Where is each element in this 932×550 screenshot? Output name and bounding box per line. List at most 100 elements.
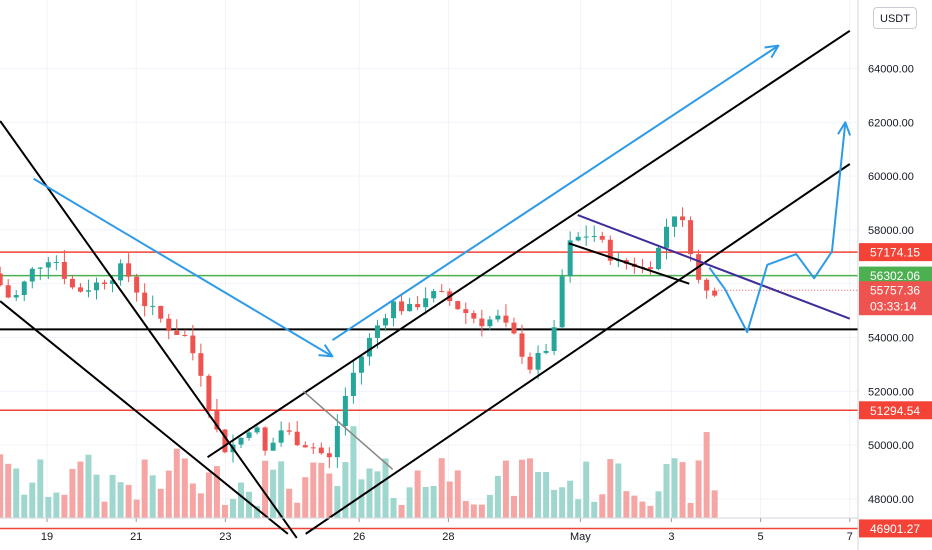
candle-body xyxy=(326,453,332,458)
trend-lines[interactable] xyxy=(0,30,851,539)
volume-bar xyxy=(478,504,485,518)
navy-trend-line[interactable] xyxy=(577,214,851,320)
candle-body xyxy=(680,216,686,221)
candle-body xyxy=(94,282,100,291)
price-tick-label: 64000.00 xyxy=(868,64,914,76)
projection-arrows[interactable] xyxy=(33,44,852,358)
volume-bar xyxy=(133,499,140,518)
candle-body xyxy=(318,447,324,454)
trend-line[interactable] xyxy=(302,390,394,470)
volume-bar xyxy=(430,485,437,518)
candle-body xyxy=(519,333,525,357)
volume-bar xyxy=(502,460,509,518)
arrow-head xyxy=(764,44,780,59)
trend-line[interactable] xyxy=(207,30,851,459)
time-tick-label: 5 xyxy=(758,531,764,543)
projection-arrow-line[interactable] xyxy=(708,122,847,334)
candle-body xyxy=(399,301,405,312)
trend-line[interactable] xyxy=(305,163,851,535)
candle-body xyxy=(471,313,477,319)
volume-bar xyxy=(318,462,325,518)
volume-bar xyxy=(109,474,116,518)
volume-bar xyxy=(238,482,245,518)
volume-bar xyxy=(61,494,68,518)
volume-bar xyxy=(262,460,269,518)
price-tick-label: 62000.00 xyxy=(868,117,914,129)
volume-bar xyxy=(446,481,453,518)
volume-bar xyxy=(278,461,285,518)
arrow-head xyxy=(318,344,334,358)
volume-bar xyxy=(246,491,253,518)
projection-arrow-line[interactable] xyxy=(33,177,333,358)
price-tick-label: 50000.00 xyxy=(868,440,914,452)
trend-line[interactable] xyxy=(568,242,690,285)
current-price-tag xyxy=(859,281,932,316)
projection-arrow-line[interactable] xyxy=(331,44,779,342)
volume-bar xyxy=(703,432,710,518)
volume-bar xyxy=(286,488,293,518)
volume-bar xyxy=(647,505,654,518)
candle-body xyxy=(423,298,429,308)
time-tick-label: 28 xyxy=(442,531,454,543)
price-tag-label: 56302.06 xyxy=(870,269,920,283)
volume-bar xyxy=(189,483,196,518)
volume-bar xyxy=(310,462,317,518)
volume-bar xyxy=(687,502,694,518)
volume-bar xyxy=(591,501,598,518)
price-tag-label: 57174.15 xyxy=(870,246,920,260)
candle-body xyxy=(583,236,589,238)
volume-bar xyxy=(551,489,558,518)
volume-bar xyxy=(671,458,678,518)
candle-body xyxy=(5,285,11,298)
price-tag-label: 46901.27 xyxy=(870,522,920,536)
volume-bar xyxy=(567,480,574,518)
volume-bar xyxy=(294,502,301,518)
candle-body xyxy=(158,305,164,319)
volume-bar xyxy=(334,486,341,518)
candle-body xyxy=(535,352,541,370)
candle-body xyxy=(302,445,308,448)
time-axis[interactable]: 19 21 23 26 28 May 3 5 7 xyxy=(0,517,858,543)
candle-body xyxy=(118,263,124,281)
volume-bar xyxy=(101,501,108,518)
volume-bar xyxy=(663,464,670,518)
volume-bar xyxy=(93,474,100,518)
candle-body xyxy=(479,318,485,327)
volume-bar xyxy=(270,469,277,518)
trend-line[interactable] xyxy=(0,300,289,535)
candle-body xyxy=(688,220,694,255)
candle-body xyxy=(455,301,461,310)
volume-bar xyxy=(711,490,718,518)
volume-bar xyxy=(13,468,20,518)
volume-bar xyxy=(53,492,60,518)
volume-bar xyxy=(454,470,461,518)
candle-body xyxy=(663,226,669,248)
volume-bar xyxy=(205,472,212,518)
candle-body xyxy=(567,240,573,277)
volume-bar xyxy=(470,504,477,518)
volume-bar xyxy=(213,466,220,518)
volume-bar xyxy=(615,463,622,518)
candle-body xyxy=(254,427,260,433)
candle-body xyxy=(142,292,148,307)
candle-body xyxy=(37,267,43,269)
candle-body xyxy=(366,337,372,357)
volume-bar xyxy=(695,460,702,518)
price-tag xyxy=(859,243,932,262)
price-tag xyxy=(859,401,932,420)
volume-bar xyxy=(390,497,397,518)
volume-bar xyxy=(302,477,309,518)
candle-body xyxy=(45,262,51,268)
candle-body xyxy=(407,304,413,312)
currency-button[interactable]: USDT xyxy=(873,7,917,29)
volume-bar xyxy=(125,484,132,518)
trend-line[interactable] xyxy=(0,120,298,539)
candle-body xyxy=(182,334,188,336)
volume-bar xyxy=(679,462,686,518)
candle-body xyxy=(29,268,35,282)
volume-bar xyxy=(221,504,228,518)
candle-body xyxy=(0,273,3,286)
volume-bar xyxy=(518,459,525,518)
volume-bar xyxy=(0,454,4,518)
